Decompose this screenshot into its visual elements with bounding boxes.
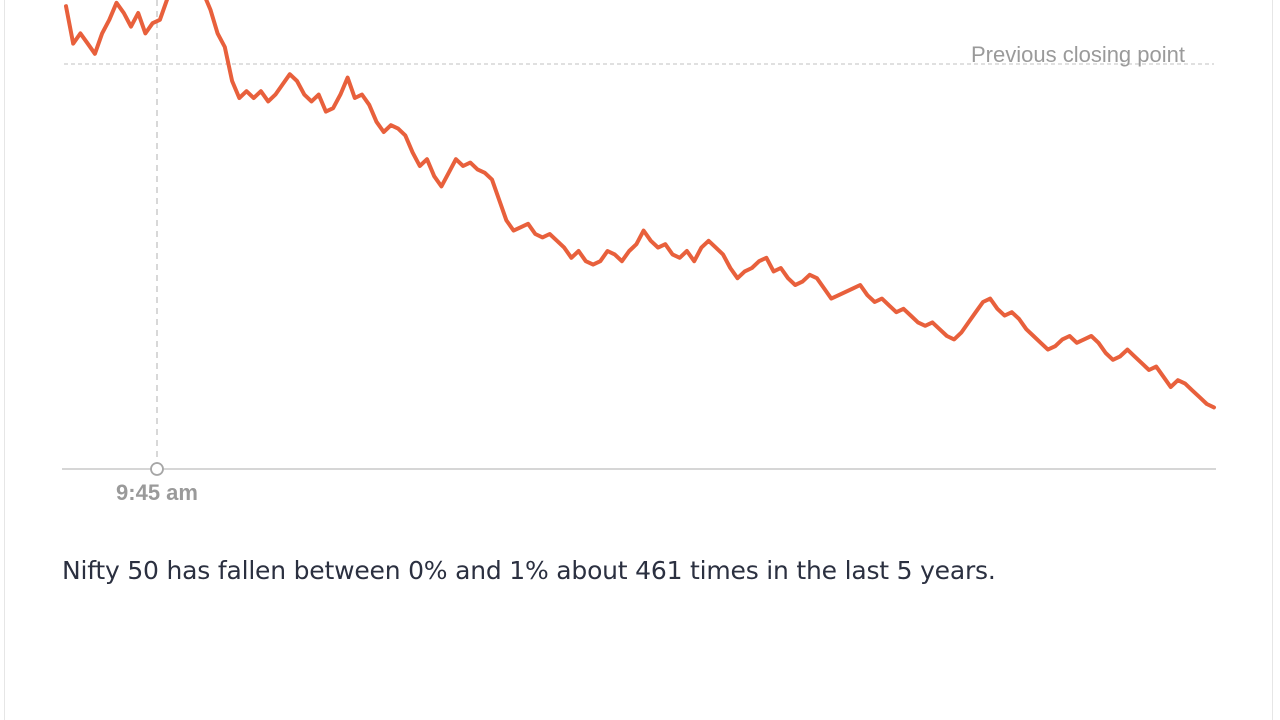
summary-text: Nifty 50 has fallen between 0% and 1% ab… [62,556,996,585]
chart-card [4,0,1273,720]
series-group [64,0,1216,410]
time-marker-label: 9:45 am [116,480,198,505]
previous-close-label: Previous closing point [971,42,1185,67]
series-line-0 [64,0,1216,410]
intraday-line-chart: Previous closing point 9:45 am [62,0,1216,505]
time-marker-dot[interactable] [150,462,164,476]
